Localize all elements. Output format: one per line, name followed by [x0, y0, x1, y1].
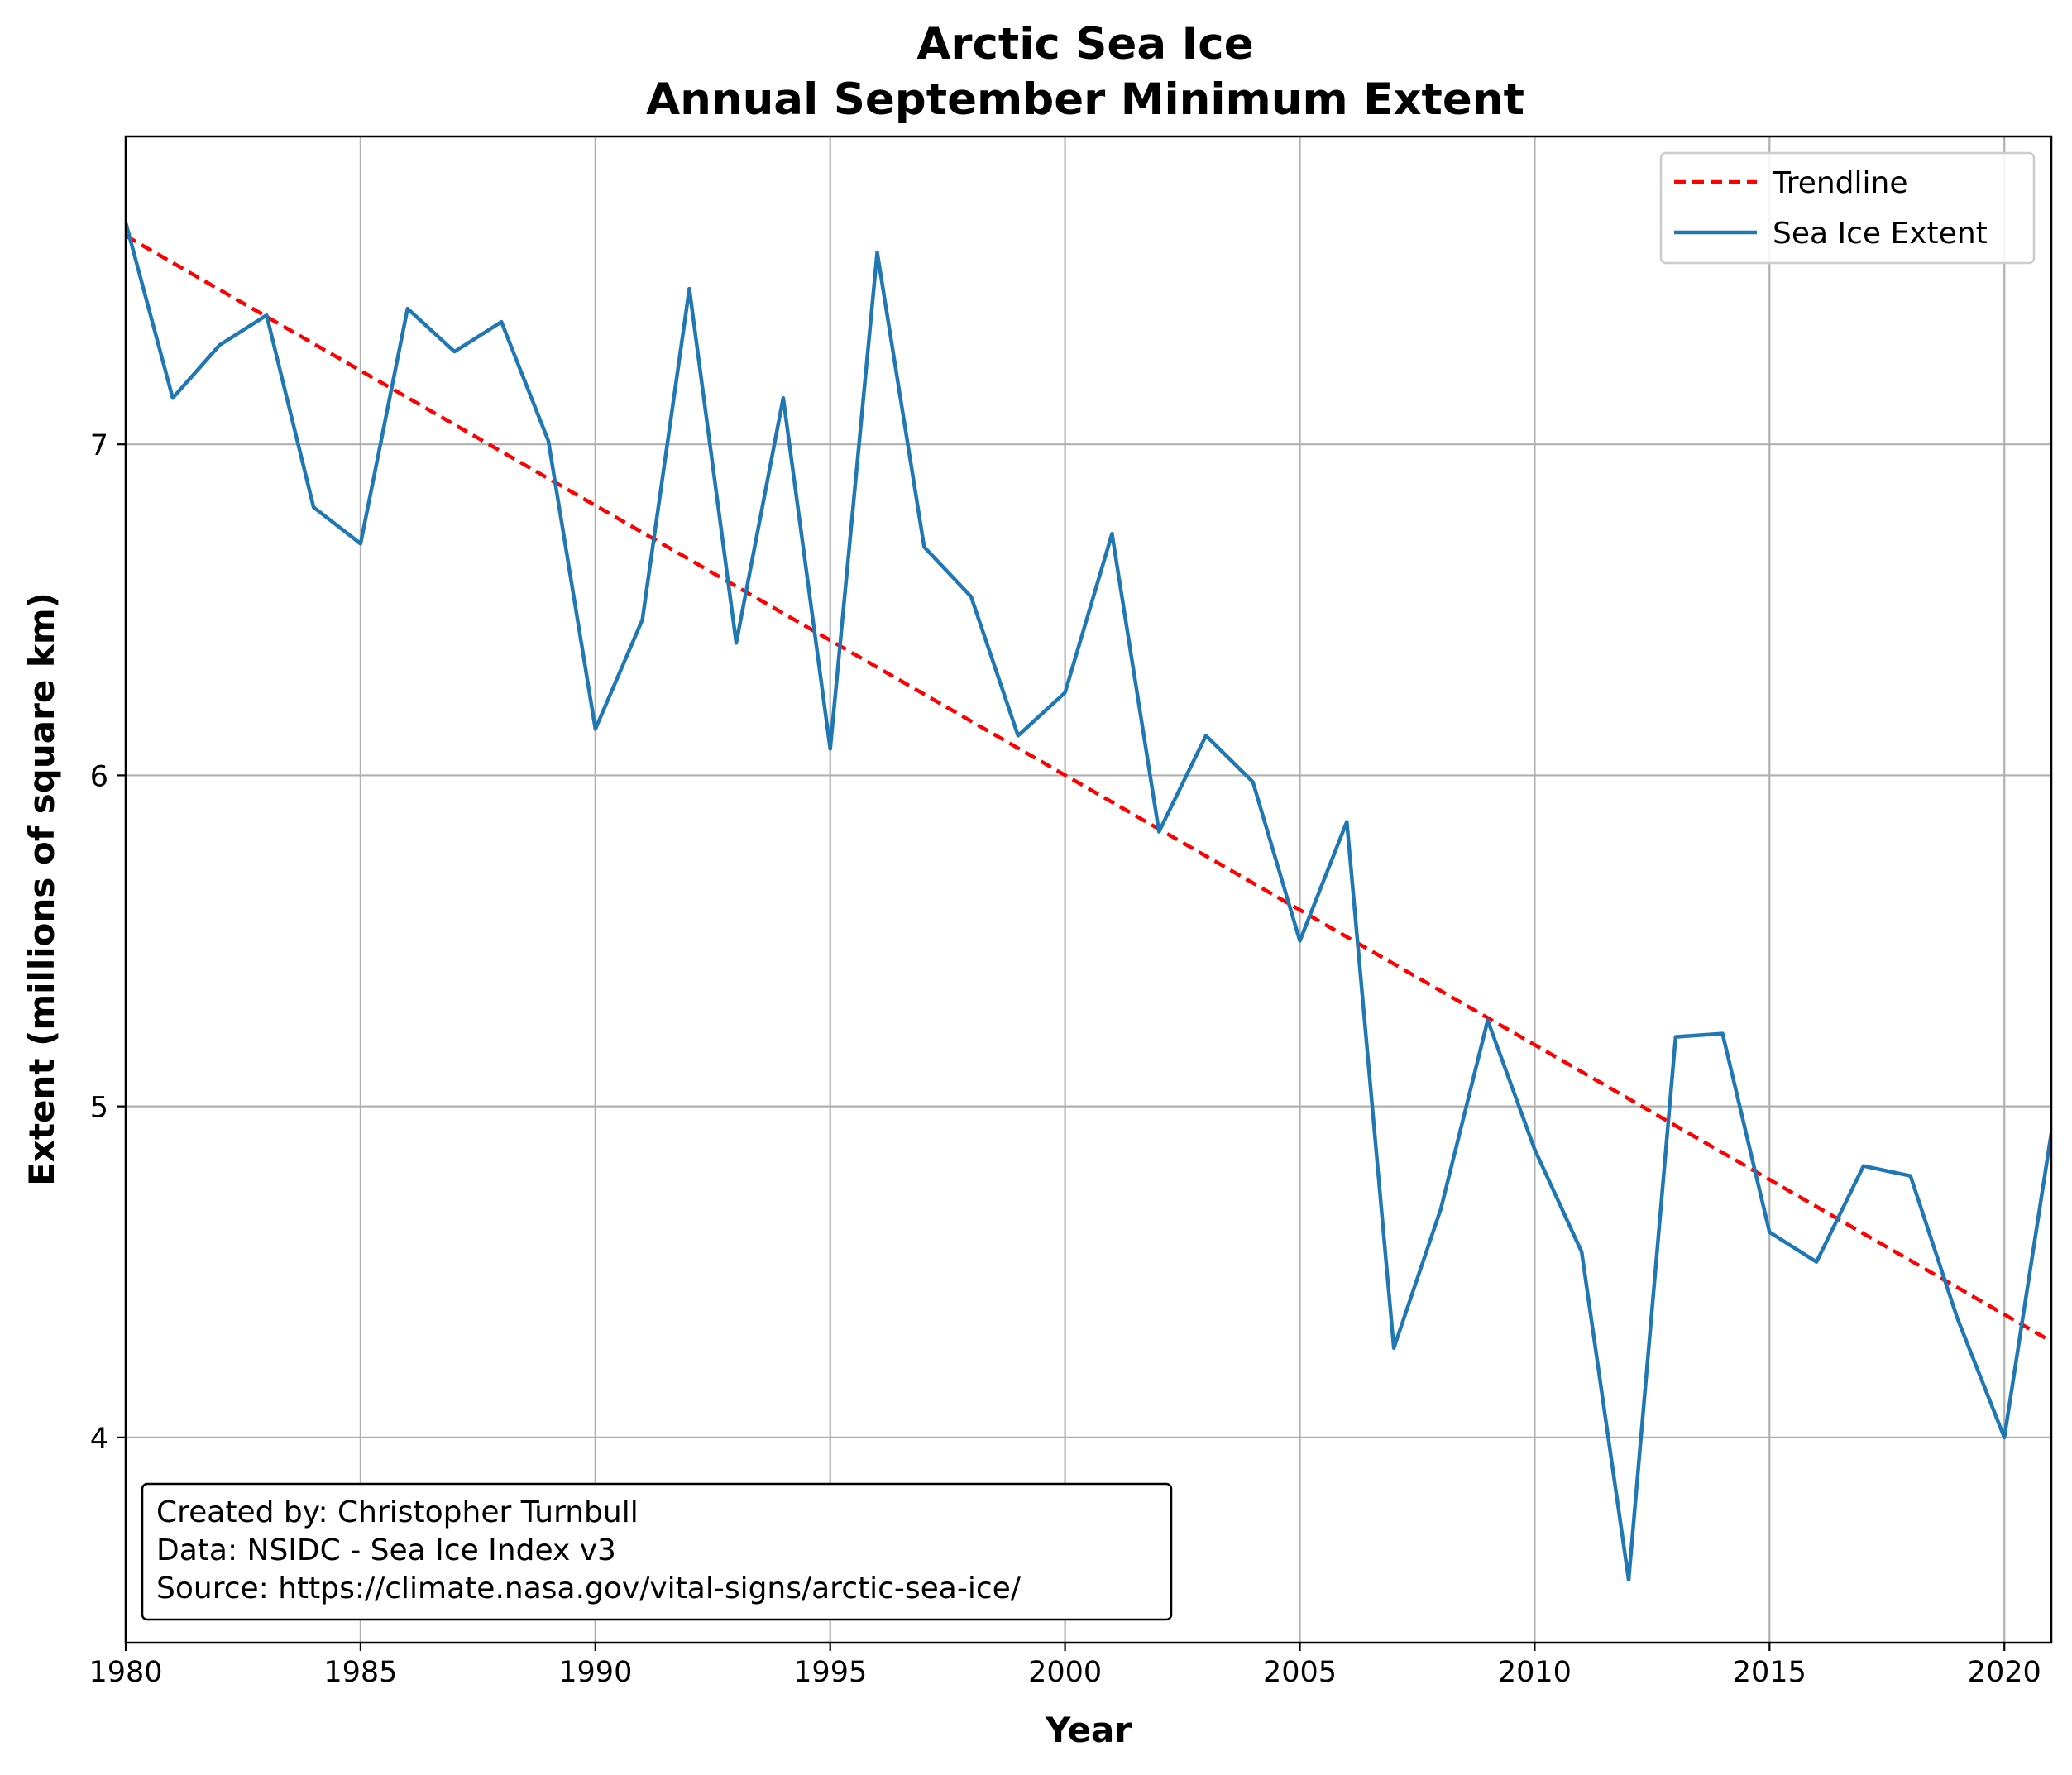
- x-tick-label: 1985: [323, 1656, 397, 1689]
- y-tick-label: 4: [90, 1423, 108, 1456]
- grid-lines: [124, 136, 2051, 1643]
- x-tick-label: 1995: [793, 1656, 867, 1689]
- y-tick-label: 7: [90, 429, 108, 462]
- x-tick-label: 2000: [1028, 1656, 1102, 1689]
- x-tick-label: 1990: [558, 1656, 632, 1689]
- plot-series: [126, 222, 2051, 1582]
- series-line-trendline: [126, 234, 2051, 1343]
- y-tick-label: 5: [90, 1092, 108, 1125]
- y-axis-label: Extent (millions of square km): [22, 592, 62, 1186]
- axis-ticks: 1980 1985 1990 1995 2000 2005 2010 2015 2020 4 5 6 7: [89, 429, 2041, 1689]
- x-tick-label: 1980: [89, 1656, 162, 1689]
- chart-subtitle: Annual September Minimum Extent: [646, 74, 1524, 125]
- x-tick-label: 2020: [1968, 1656, 2041, 1689]
- series-line-sea-ice-extent: [126, 222, 2051, 1582]
- credits-line-author: Created by: Christopher Turnbull: [156, 1495, 639, 1529]
- legend-label-trendline: Trendline: [1772, 166, 1908, 200]
- chart-title: Arctic Sea Ice: [916, 19, 1253, 69]
- credits-annotation: Created by: Christopher Turnbull Data: N…: [141, 1482, 1173, 1621]
- x-axis-label: Year: [1045, 1710, 1132, 1750]
- x-tick-label: 2015: [1733, 1656, 1806, 1689]
- legend-label-sea-ice-extent: Sea Ice Extent: [1773, 217, 1988, 251]
- x-tick-label: 2010: [1498, 1656, 1572, 1689]
- credits-box: [141, 1482, 1173, 1621]
- x-tick-label: 2005: [1263, 1656, 1337, 1689]
- y-tick-label: 6: [90, 760, 108, 793]
- credits-line-data: Data: NSIDC - Sea Ice Index v3: [156, 1533, 616, 1567]
- credits-line-source: Source: https://climate.nasa.gov/vital-s…: [156, 1572, 1022, 1605]
- legend: Trendline Sea Ice Extent: [1659, 151, 2036, 265]
- plot-area-frame: [124, 135, 2053, 1644]
